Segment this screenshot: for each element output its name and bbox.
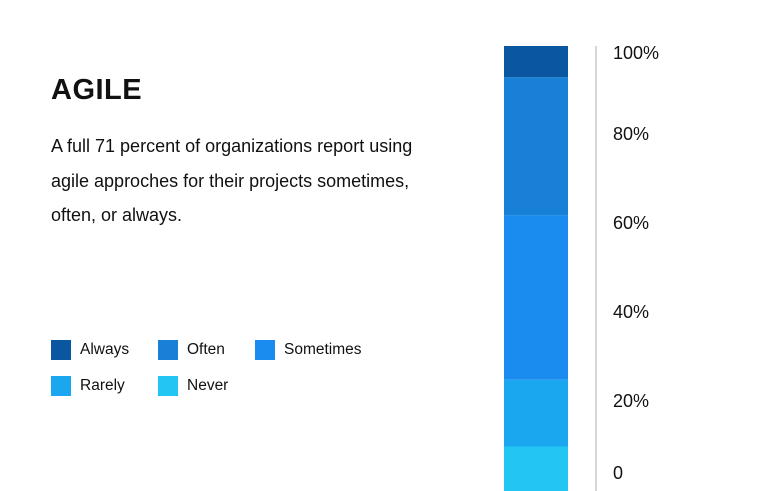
bar-segment-always [504, 46, 568, 78]
y-tick-label: 80% [613, 124, 649, 144]
legend-swatch-sometimes [255, 340, 275, 360]
y-tick-label: 60% [613, 213, 649, 233]
legend-item-sometimes: Sometimes [255, 340, 362, 360]
legend-item-often: Often [158, 340, 225, 360]
legend-label-never: Never [187, 377, 229, 394]
legend-item-always: Always [51, 340, 129, 360]
chart-title: AGILE [51, 74, 143, 106]
chart-description: A full 71 percent of organizations repor… [51, 136, 413, 225]
y-tick-label: 0 [613, 463, 623, 483]
legend-label-sometimes: Sometimes [284, 341, 362, 358]
legend-swatch-often [158, 340, 178, 360]
bar-segment-never [504, 446, 568, 491]
y-tick-label: 100% [613, 43, 659, 63]
bar-segment-sometimes [504, 215, 568, 380]
legend-label-always: Always [80, 341, 130, 358]
legend-item-rarely: Rarely [51, 376, 125, 396]
legend-swatch-never [158, 376, 178, 396]
legend-swatch-rarely [51, 376, 71, 396]
legend-label-often: Often [187, 341, 225, 358]
bar-segment-often [504, 77, 568, 216]
y-tick-label: 20% [613, 391, 649, 411]
y-tick-label: 40% [613, 302, 649, 322]
bar-segment-rarely [504, 379, 568, 447]
legend-item-never: Never [158, 376, 228, 396]
legend-swatch-always [51, 340, 71, 360]
legend-label-rarely: Rarely [80, 377, 125, 394]
